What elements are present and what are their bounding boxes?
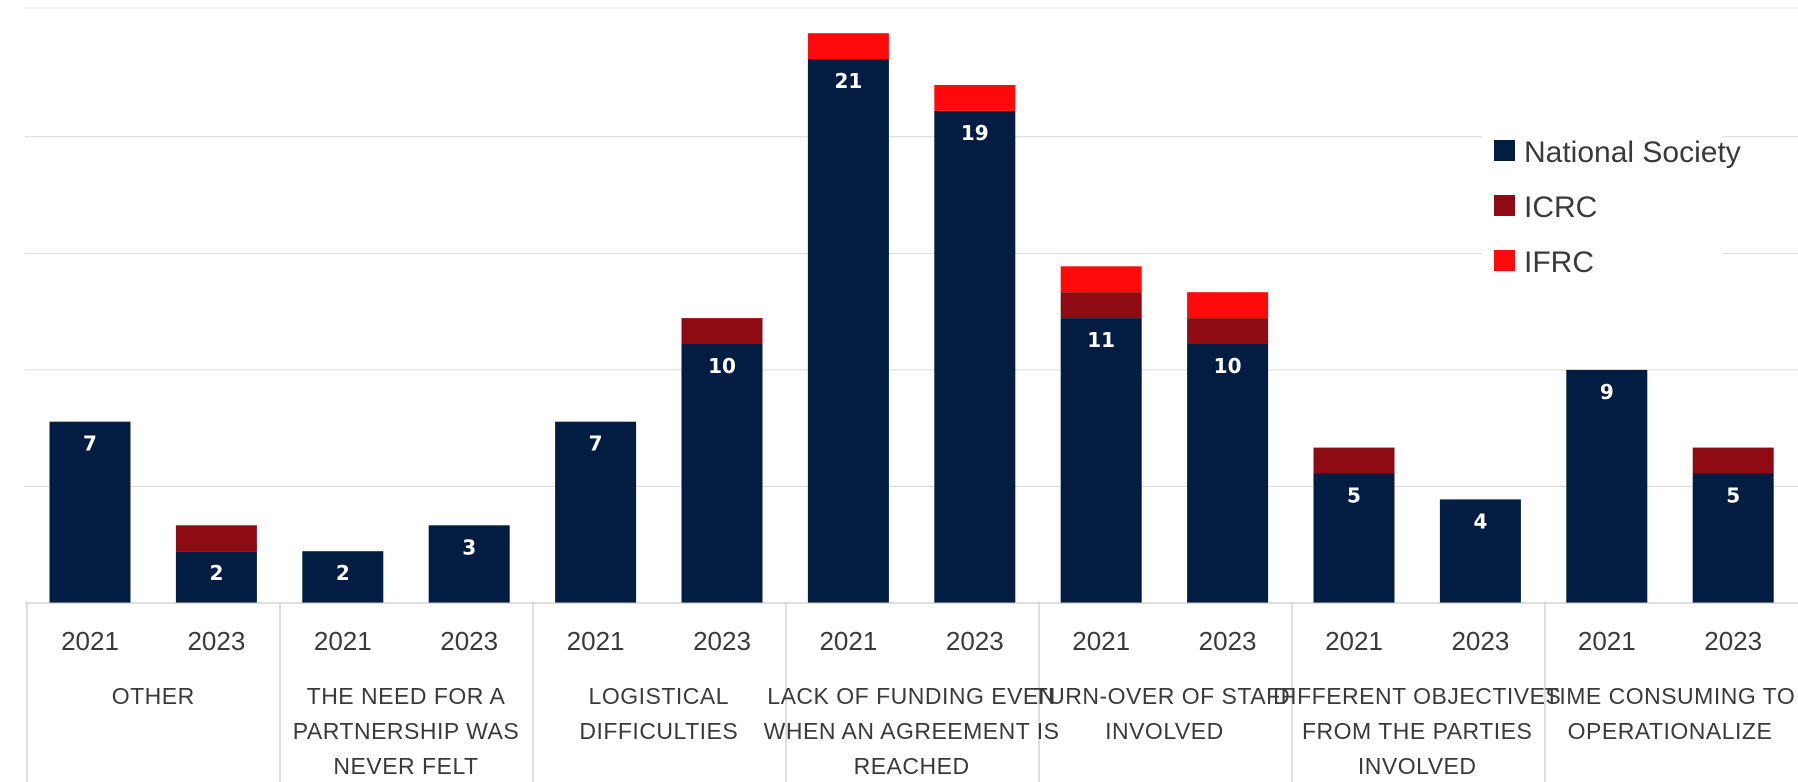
bar-ifrc: [1060, 266, 1142, 293]
bar-ifrc: [807, 33, 889, 60]
legend-label: National Society: [1524, 136, 1741, 169]
data-label: 9: [1600, 380, 1614, 404]
category-label: DIFFICULTIES: [579, 718, 738, 744]
year-tick-label: 2021: [61, 626, 119, 656]
legend-swatch: [1494, 140, 1515, 161]
data-label: 5: [1726, 484, 1740, 508]
year-tick-label: 2021: [1325, 626, 1383, 656]
bar-national-society: [428, 525, 510, 603]
bar-icrc: [681, 318, 763, 344]
bar-national-society: [807, 59, 889, 604]
year-tick-label: 2021: [1578, 626, 1636, 656]
data-label: 19: [961, 121, 989, 145]
data-label: 21: [834, 69, 862, 93]
data-label: 2: [336, 561, 350, 585]
category-label: FROM THE PARTIES: [1302, 718, 1532, 744]
bar-ifrc: [934, 85, 1016, 111]
year-tick-label: 2023: [1199, 626, 1257, 656]
bar-national-society: [1566, 369, 1648, 603]
year-tick-label: 2023: [187, 626, 245, 656]
bar-national-society: [1060, 318, 1142, 603]
category-label: LOGISTICAL: [589, 683, 729, 709]
data-label: 10: [1214, 354, 1242, 378]
legend-swatch: [1494, 195, 1515, 216]
data-label: 11: [1087, 328, 1115, 352]
bar-national-society: [1313, 473, 1395, 603]
bar-national-society: [49, 421, 131, 603]
bar-national-society: [1187, 344, 1269, 603]
year-tick-label: 2021: [1072, 626, 1130, 656]
bar-national-society: [1692, 473, 1774, 603]
category-axis: 2021 2023 OTHER 2021 2023 THE NEED FOR A PARTN…: [25, 602, 1798, 782]
category-label: TIME CONSUMING TO: [1545, 683, 1795, 709]
legend-background: [1482, 120, 1722, 280]
year-tick-label: 2023: [440, 626, 498, 656]
year-tick-label: 2023: [693, 626, 751, 656]
category-label: WHEN AN AGREEMENT IS: [764, 718, 1060, 744]
category-label: THE NEED FOR A: [307, 683, 506, 709]
bar-national-society: [302, 551, 384, 603]
year-tick-label: 2021: [314, 626, 372, 656]
legend-swatch: [1494, 250, 1515, 271]
legend: National Society ICRC IFRC: [1482, 120, 1741, 280]
category-label: LACK OF FUNDING EVEN: [767, 683, 1056, 709]
category-label: PARTNERSHIP WAS: [293, 718, 519, 744]
category-label: OPERATIONALIZE: [1568, 718, 1773, 744]
bar-national-society: [1439, 499, 1521, 603]
bar-icrc: [175, 525, 257, 552]
bar-national-society: [555, 421, 637, 603]
bar-icrc: [1692, 447, 1774, 474]
data-label: 4: [1473, 509, 1487, 533]
category-label: INVOLVED: [1105, 718, 1224, 744]
bar-national-society: [175, 551, 257, 603]
legend-label: IFRC: [1524, 246, 1594, 279]
data-label: 3: [462, 535, 476, 559]
year-tick-label: 2023: [1704, 626, 1762, 656]
bar-icrc: [1313, 447, 1395, 474]
bars: 7 2 2 3 7 10 21 19 11 10 5 4 9 5: [49, 33, 1774, 604]
category-label: REACHED: [854, 753, 970, 779]
year-tick-label: 2021: [567, 626, 625, 656]
year-tick-label: 2023: [946, 626, 1004, 656]
data-label: 7: [83, 432, 97, 456]
legend-label: ICRC: [1524, 191, 1597, 224]
category-label: DIFFERENT OBJECTIVES: [1273, 683, 1561, 709]
data-label: 7: [589, 432, 603, 456]
bar-national-society: [681, 344, 763, 603]
bar-icrc: [1060, 292, 1142, 319]
year-tick-label: 2021: [819, 626, 877, 656]
category-label: TURN-OVER OF STAFF: [1034, 683, 1296, 709]
year-tick-label: 2023: [1451, 626, 1509, 656]
bar-ifrc: [1187, 292, 1269, 319]
category-label: NEVER FELT: [333, 753, 478, 779]
data-label: 5: [1347, 484, 1361, 508]
data-label: 2: [209, 561, 223, 585]
bar-national-society: [934, 110, 1016, 604]
data-label: 10: [708, 354, 736, 378]
category-label: OTHER: [112, 683, 195, 709]
bar-icrc: [1187, 318, 1269, 344]
category-label: INVOLVED: [1358, 753, 1477, 779]
